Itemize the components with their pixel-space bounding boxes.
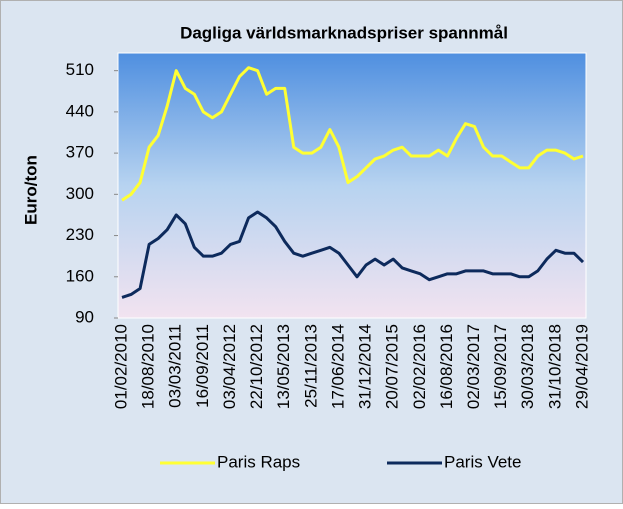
x-tick-label: 02/02/2016 xyxy=(410,324,429,409)
x-tick-label: 03/04/2012 xyxy=(220,324,239,409)
x-tick-label: 31/10/2018 xyxy=(545,324,564,409)
y-tick-label: 300 xyxy=(66,184,94,203)
plot-area xyxy=(117,52,587,319)
series-line xyxy=(121,66,584,202)
x-tick-label: 02/03/2017 xyxy=(464,324,483,409)
x-tick-label: 30/03/2018 xyxy=(518,324,537,409)
x-tick-label: 16/09/2011 xyxy=(193,324,212,408)
x-tick-label: 22/10/2012 xyxy=(247,324,266,409)
x-tick-label: 17/06/2014 xyxy=(328,324,347,409)
x-tick-label: 03/03/2011 xyxy=(166,324,185,408)
x-tick-label: 15/09/2017 xyxy=(491,324,510,409)
x-tick-label: 31/12/2014 xyxy=(356,324,375,409)
x-tick-label: 13/05/2013 xyxy=(274,324,293,409)
legend-label: Paris Raps xyxy=(217,452,300,471)
y-tick-label: 440 xyxy=(66,101,94,120)
x-tick-label: 18/08/2010 xyxy=(139,324,158,409)
y-tick-label: 370 xyxy=(66,143,94,162)
y-tick-label: 90 xyxy=(75,307,94,326)
x-tick-label: 20/07/2015 xyxy=(383,324,402,409)
y-tick-label: 160 xyxy=(66,266,94,285)
chart-title: Dagliga världsmarknadspriser spannmål xyxy=(180,23,508,42)
x-tick-label: 29/04/2019 xyxy=(572,324,591,409)
legend-label: Paris Vete xyxy=(444,452,522,471)
y-tick-label: 230 xyxy=(66,225,94,244)
x-tick-label: 01/02/2010 xyxy=(111,324,130,409)
x-tick-label: 16/08/2016 xyxy=(437,324,456,409)
y-tick-label: 510 xyxy=(66,60,94,79)
y-axis-label: Euro/ton xyxy=(21,155,40,225)
x-tick-label: 25/11/2013 xyxy=(301,324,320,408)
series-line xyxy=(121,210,585,299)
